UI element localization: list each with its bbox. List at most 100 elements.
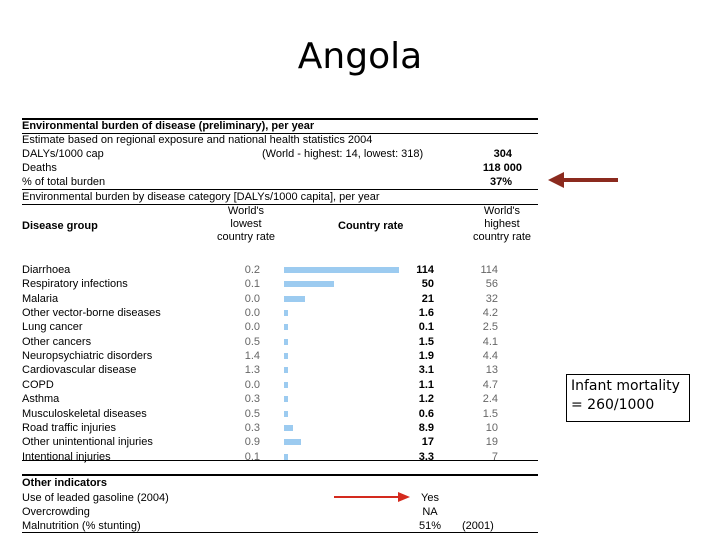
indicator-value: NA bbox=[422, 506, 438, 518]
indicator-row: Overcrowding NA bbox=[22, 505, 538, 519]
highest-rate: 2.5 bbox=[482, 321, 498, 334]
col-highest-line: highest bbox=[484, 218, 520, 230]
country-rate: 0.1 bbox=[418, 321, 434, 334]
disease-group: Intentional injuries bbox=[22, 450, 111, 463]
table-row: Respiratory infections 0.1 50 56 bbox=[22, 277, 538, 291]
category-heading: Environmental burden by disease category… bbox=[22, 191, 380, 203]
dalys-value: 304 bbox=[493, 148, 512, 160]
rate-bar bbox=[284, 295, 306, 302]
rate-bar bbox=[284, 424, 293, 431]
infant-mortality-note: Infant mortality = 260/1000 bbox=[566, 374, 690, 422]
lowest-rate: 0.5 bbox=[244, 335, 260, 348]
indicator-row: Use of leaded gasoline (2004) Yes bbox=[22, 491, 538, 505]
country-rate: 50 bbox=[421, 278, 434, 291]
disease-group: Malaria bbox=[22, 292, 59, 305]
disease-group: Diarrhoea bbox=[22, 264, 71, 276]
disease-group: Neuropsychiatric disorders bbox=[22, 350, 153, 363]
col-lowest-header: World's lowest country rate bbox=[202, 205, 290, 244]
indicator-value: 51% bbox=[418, 520, 442, 532]
col-highest-header: World's highest country rate bbox=[458, 205, 546, 244]
rate-bar bbox=[284, 367, 288, 374]
pct-label: % of total burden bbox=[22, 176, 106, 188]
table-row: Intentional injuries 0.1 3.3 7 bbox=[22, 450, 538, 464]
deaths-value: 118 000 bbox=[482, 162, 522, 174]
lowest-rate: 0.0 bbox=[244, 292, 260, 305]
rate-bar bbox=[284, 453, 288, 460]
highest-rate: 10 bbox=[485, 421, 498, 434]
lowest-rate: 0.3 bbox=[244, 393, 260, 406]
rate-bar bbox=[284, 353, 288, 360]
highest-rate: 114 bbox=[480, 264, 498, 276]
dalys-label: DALYs/1000 cap bbox=[22, 148, 104, 160]
disease-group: Lung cancer bbox=[22, 321, 83, 334]
country-rate: 8.9 bbox=[418, 421, 434, 434]
country-rate: 1.2 bbox=[418, 393, 434, 406]
burden-heading: Environmental burden of disease (prelimi… bbox=[22, 120, 315, 132]
rule bbox=[22, 474, 538, 476]
indicator-label: Use of leaded gasoline (2004) bbox=[22, 492, 169, 504]
rate-bar bbox=[284, 381, 288, 388]
indicator-row: Malnutrition (% stunting) 51% (2001) bbox=[22, 519, 538, 533]
lowest-rate: 0.5 bbox=[244, 407, 260, 420]
lowest-rate: 0.0 bbox=[244, 321, 260, 334]
lowest-rate: 0.3 bbox=[244, 421, 260, 434]
rule bbox=[22, 189, 538, 190]
disease-group: Asthma bbox=[22, 393, 60, 406]
pct-value: 37% bbox=[489, 176, 512, 188]
lowest-rate: 0.1 bbox=[244, 278, 260, 291]
other-heading: Other indicators bbox=[22, 477, 107, 489]
rate-bar bbox=[284, 310, 288, 317]
highest-rate: 1.5 bbox=[482, 407, 498, 420]
lowest-rate: 0.1 bbox=[244, 450, 260, 463]
col-lowest-line: lowest bbox=[230, 218, 262, 230]
rule bbox=[22, 204, 538, 205]
lowest-rate: 0.0 bbox=[244, 378, 260, 391]
highest-rate: 4.2 bbox=[482, 307, 498, 320]
disease-group: Road traffic injuries bbox=[22, 421, 116, 434]
lowest-rate: 1.3 bbox=[244, 364, 260, 377]
country-rate: 114 bbox=[416, 264, 434, 276]
table-row: Other cancers 0.5 1.5 4.1 bbox=[22, 335, 538, 349]
highest-rate: 7 bbox=[491, 450, 498, 463]
country-rate: 1.5 bbox=[418, 335, 434, 348]
highest-rate: 2.4 bbox=[482, 393, 498, 406]
table-row: Asthma 0.3 1.2 2.4 bbox=[22, 392, 538, 406]
col-group-header: Disease group bbox=[22, 220, 98, 232]
rule bbox=[22, 460, 538, 461]
table-row: COPD 0.0 1.1 4.7 bbox=[22, 378, 538, 392]
dalys-row: DALYs/1000 cap (World - highest: 14, low… bbox=[22, 147, 538, 161]
disease-group: Musculoskeletal diseases bbox=[22, 407, 147, 420]
col-highest-line: World's bbox=[483, 205, 521, 217]
country-rate: 0.6 bbox=[418, 407, 434, 420]
rule bbox=[22, 532, 538, 533]
deaths-label: Deaths bbox=[22, 162, 57, 174]
col-lowest-line: country rate bbox=[216, 231, 276, 243]
indicator-value: Yes bbox=[421, 492, 439, 504]
disease-group: Other unintentional injuries bbox=[22, 436, 153, 449]
table-row: Diarrhoea 0.2 114 114 bbox=[22, 263, 538, 277]
highest-rate: 32 bbox=[485, 292, 498, 305]
rate-bar bbox=[284, 267, 399, 273]
highest-rate: 19 bbox=[485, 436, 498, 449]
highest-rate: 4.1 bbox=[482, 335, 498, 348]
table-row: Other vector-borne diseases 0.0 1.6 4.2 bbox=[22, 306, 538, 320]
table-row: Neuropsychiatric disorders 1.4 1.9 4.4 bbox=[22, 349, 538, 363]
rate-bar bbox=[284, 281, 335, 288]
rule bbox=[22, 133, 538, 134]
disease-group: Other cancers bbox=[22, 335, 92, 348]
country-rate: 1.6 bbox=[418, 307, 434, 320]
indicator-label: Malnutrition (% stunting) bbox=[22, 520, 141, 532]
country-rate: 3.1 bbox=[418, 364, 434, 377]
annotation-line: Infant mortality bbox=[571, 378, 680, 394]
lowest-rate: 0.2 bbox=[244, 264, 260, 276]
top-rule bbox=[22, 118, 538, 120]
country-rate: 21 bbox=[421, 292, 434, 305]
annotation-line: = 260/1000 bbox=[571, 397, 655, 413]
table-row: Lung cancer 0.0 0.1 2.5 bbox=[22, 320, 538, 334]
slide-title: Angola bbox=[297, 36, 423, 77]
highest-rate: 4.4 bbox=[482, 350, 498, 363]
left-arrow-icon bbox=[548, 172, 618, 188]
table-row: Cardiovascular disease 1.3 3.1 13 bbox=[22, 363, 538, 377]
highest-rate: 4.7 bbox=[482, 378, 498, 391]
table-row: Musculoskeletal diseases 0.5 0.6 1.5 bbox=[22, 407, 538, 421]
